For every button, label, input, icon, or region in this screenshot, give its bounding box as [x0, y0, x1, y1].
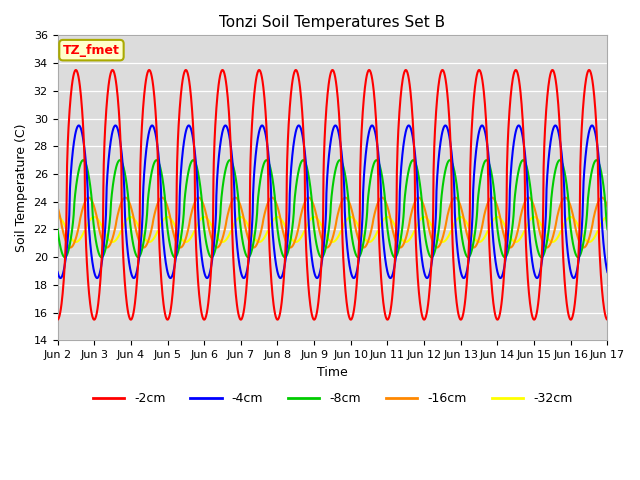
Title: Tonzi Soil Temperatures Set B: Tonzi Soil Temperatures Set B — [220, 15, 445, 30]
Y-axis label: Soil Temperature (C): Soil Temperature (C) — [15, 124, 28, 252]
Legend: -2cm, -4cm, -8cm, -16cm, -32cm: -2cm, -4cm, -8cm, -16cm, -32cm — [88, 387, 577, 410]
Text: TZ_fmet: TZ_fmet — [63, 44, 120, 57]
X-axis label: Time: Time — [317, 366, 348, 379]
